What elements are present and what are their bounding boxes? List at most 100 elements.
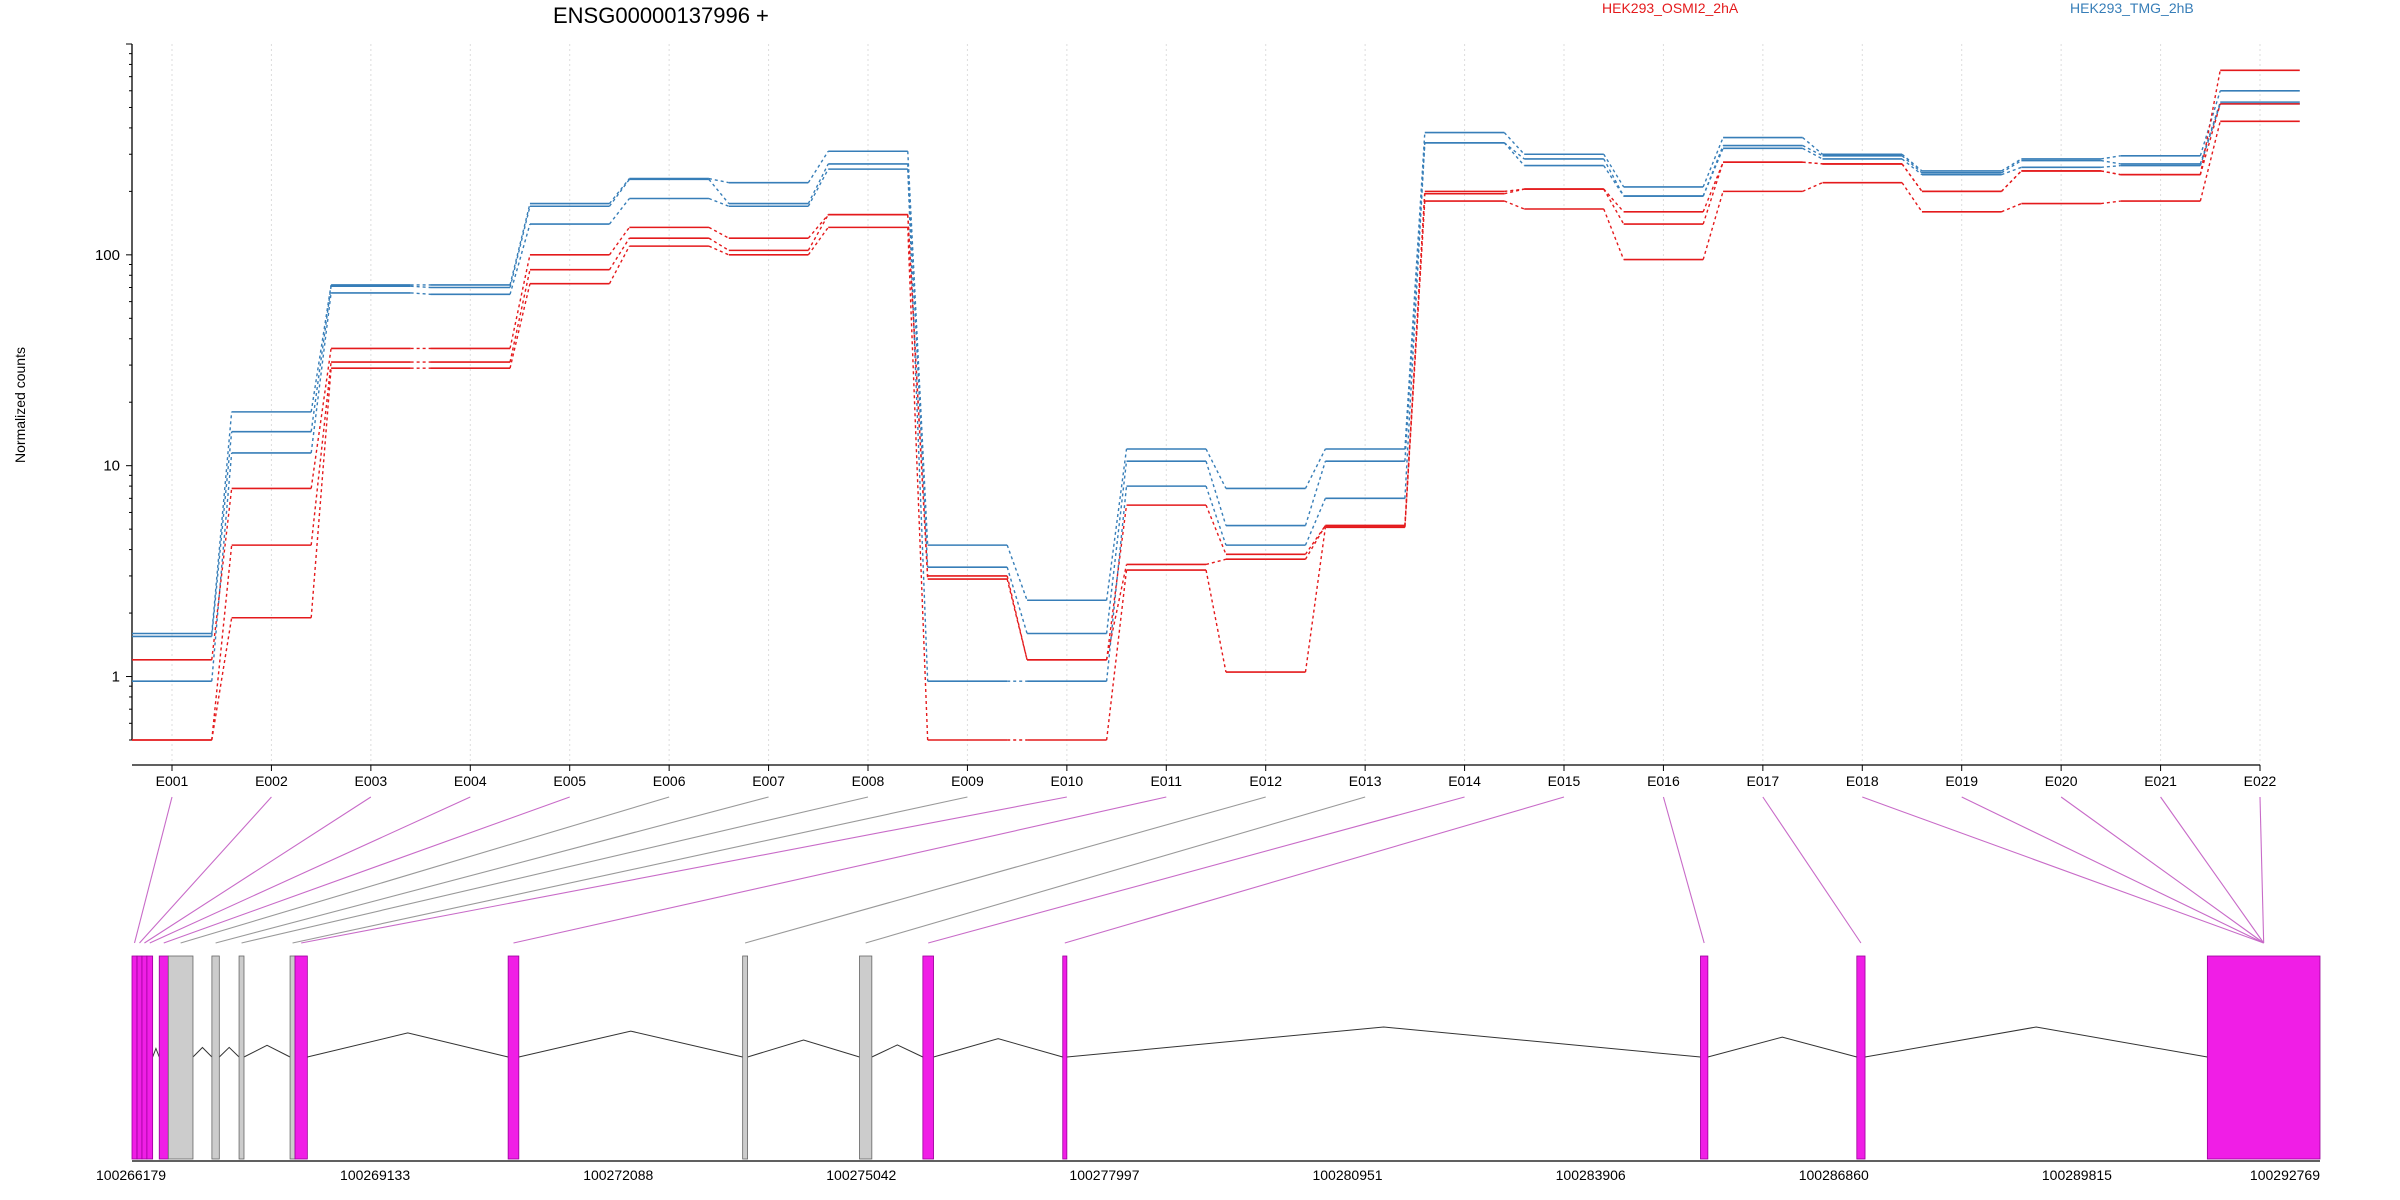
x-tick-label: E007 bbox=[752, 773, 785, 789]
exon-block bbox=[294, 955, 308, 1160]
exon-block bbox=[141, 955, 148, 1160]
intron-line bbox=[192, 1046, 213, 1058]
x-tick-label: E005 bbox=[553, 773, 586, 789]
data-step bbox=[807, 168, 829, 207]
data-step bbox=[1603, 208, 1625, 260]
x-tick-label: E014 bbox=[1448, 773, 1481, 789]
data-step bbox=[1105, 505, 1128, 660]
exon-connector bbox=[301, 796, 1067, 944]
exon-connector bbox=[2060, 796, 2264, 944]
exon-connector bbox=[163, 796, 570, 944]
exon-connector bbox=[1961, 796, 2264, 944]
exon-block bbox=[158, 955, 169, 1160]
exon-block bbox=[136, 955, 143, 1160]
data-step bbox=[1105, 569, 1128, 741]
data-step bbox=[1603, 188, 1625, 225]
data-step bbox=[807, 150, 829, 184]
data-step bbox=[2100, 200, 2121, 205]
data-step bbox=[2001, 158, 2022, 172]
exon-connector bbox=[1762, 796, 1862, 944]
data-step bbox=[2100, 170, 2121, 176]
data-step bbox=[509, 223, 531, 295]
data-step bbox=[2100, 170, 2121, 176]
data-step bbox=[1205, 569, 1227, 673]
data-step bbox=[807, 226, 829, 256]
data-step bbox=[211, 617, 233, 741]
data-step bbox=[608, 178, 630, 205]
x-tick-label: E020 bbox=[2045, 773, 2078, 789]
exon-block bbox=[238, 955, 245, 1160]
data-step bbox=[1901, 182, 1923, 213]
exon-block bbox=[146, 955, 154, 1160]
data-step bbox=[708, 237, 730, 251]
data-step bbox=[1702, 191, 1724, 260]
data-step bbox=[907, 163, 929, 568]
exon-connector bbox=[2259, 796, 2265, 944]
x-tick-label: E015 bbox=[1548, 773, 1581, 789]
genomic-coordinate-label: 100286860 bbox=[1799, 1167, 1869, 1183]
data-step bbox=[608, 237, 630, 271]
x-tick-label: E016 bbox=[1647, 773, 1680, 789]
legend-label-osmi2: HEK293_OSMI2_2hA bbox=[1602, 0, 1739, 16]
intron-line bbox=[307, 1032, 509, 1058]
series-3 bbox=[132, 69, 2300, 661]
exon-block bbox=[1856, 955, 1866, 1160]
data-step bbox=[608, 245, 630, 284]
data-step bbox=[1205, 485, 1227, 546]
data-step bbox=[1205, 504, 1227, 555]
x-tick-label: E001 bbox=[156, 773, 189, 789]
intron-line bbox=[1066, 1026, 1701, 1058]
data-step bbox=[1503, 142, 1525, 160]
data-step bbox=[211, 545, 233, 741]
data-step bbox=[211, 411, 233, 634]
intron-line bbox=[871, 1044, 924, 1058]
data-step bbox=[2001, 159, 2022, 174]
data-step bbox=[807, 214, 829, 251]
data-step bbox=[1702, 137, 1724, 188]
data-step bbox=[211, 488, 233, 660]
y-axis-label: Normalized counts bbox=[12, 347, 28, 463]
genomic-coordinate-label: 100266179 bbox=[96, 1167, 166, 1183]
exon-connector bbox=[1064, 796, 1565, 944]
x-tick-label: E011 bbox=[1150, 773, 1182, 789]
data-step bbox=[509, 283, 531, 369]
x-tick-label: E004 bbox=[454, 773, 487, 789]
data-step bbox=[1802, 147, 1823, 160]
data-step bbox=[2100, 164, 2121, 169]
data-step bbox=[2199, 103, 2221, 175]
data-step bbox=[1702, 148, 1724, 197]
series-5 bbox=[132, 120, 2300, 741]
x-tick-label: E006 bbox=[653, 773, 686, 789]
data-step bbox=[1603, 188, 1625, 213]
data-step bbox=[1802, 144, 1823, 157]
exon-block bbox=[1700, 955, 1709, 1160]
x-tick-label: E002 bbox=[255, 773, 288, 789]
series-lines bbox=[132, 69, 2300, 741]
exon-connector bbox=[2160, 796, 2265, 944]
data-step bbox=[1105, 564, 1128, 660]
genomic-coordinate-label: 100280951 bbox=[1312, 1167, 1382, 1183]
data-step bbox=[1504, 188, 1525, 193]
series-0 bbox=[132, 89, 2300, 635]
exon-connector bbox=[744, 796, 1266, 944]
data-step bbox=[211, 431, 233, 637]
data-step bbox=[410, 292, 431, 295]
intron-line bbox=[1864, 1026, 2208, 1058]
data-step bbox=[310, 292, 332, 453]
data-step bbox=[1901, 158, 1923, 176]
y-tick-label: 100 bbox=[95, 247, 120, 264]
data-step bbox=[1304, 448, 1326, 489]
genomic-coordinate-label: 100292769 bbox=[2250, 1167, 2320, 1183]
exon-block bbox=[167, 955, 194, 1160]
data-step bbox=[2001, 202, 2022, 213]
data-step bbox=[1603, 153, 1625, 188]
intron-line bbox=[933, 1038, 1063, 1058]
data-step bbox=[2199, 90, 2221, 156]
data-step bbox=[1504, 200, 1525, 210]
data-step bbox=[1304, 525, 1326, 560]
intron-line bbox=[243, 1044, 291, 1058]
intron-line bbox=[747, 1039, 860, 1058]
gene-model: 100266179 100269133 100272088 100275042 1002… bbox=[96, 955, 2321, 1183]
x-tick-label: E012 bbox=[1249, 773, 1282, 789]
